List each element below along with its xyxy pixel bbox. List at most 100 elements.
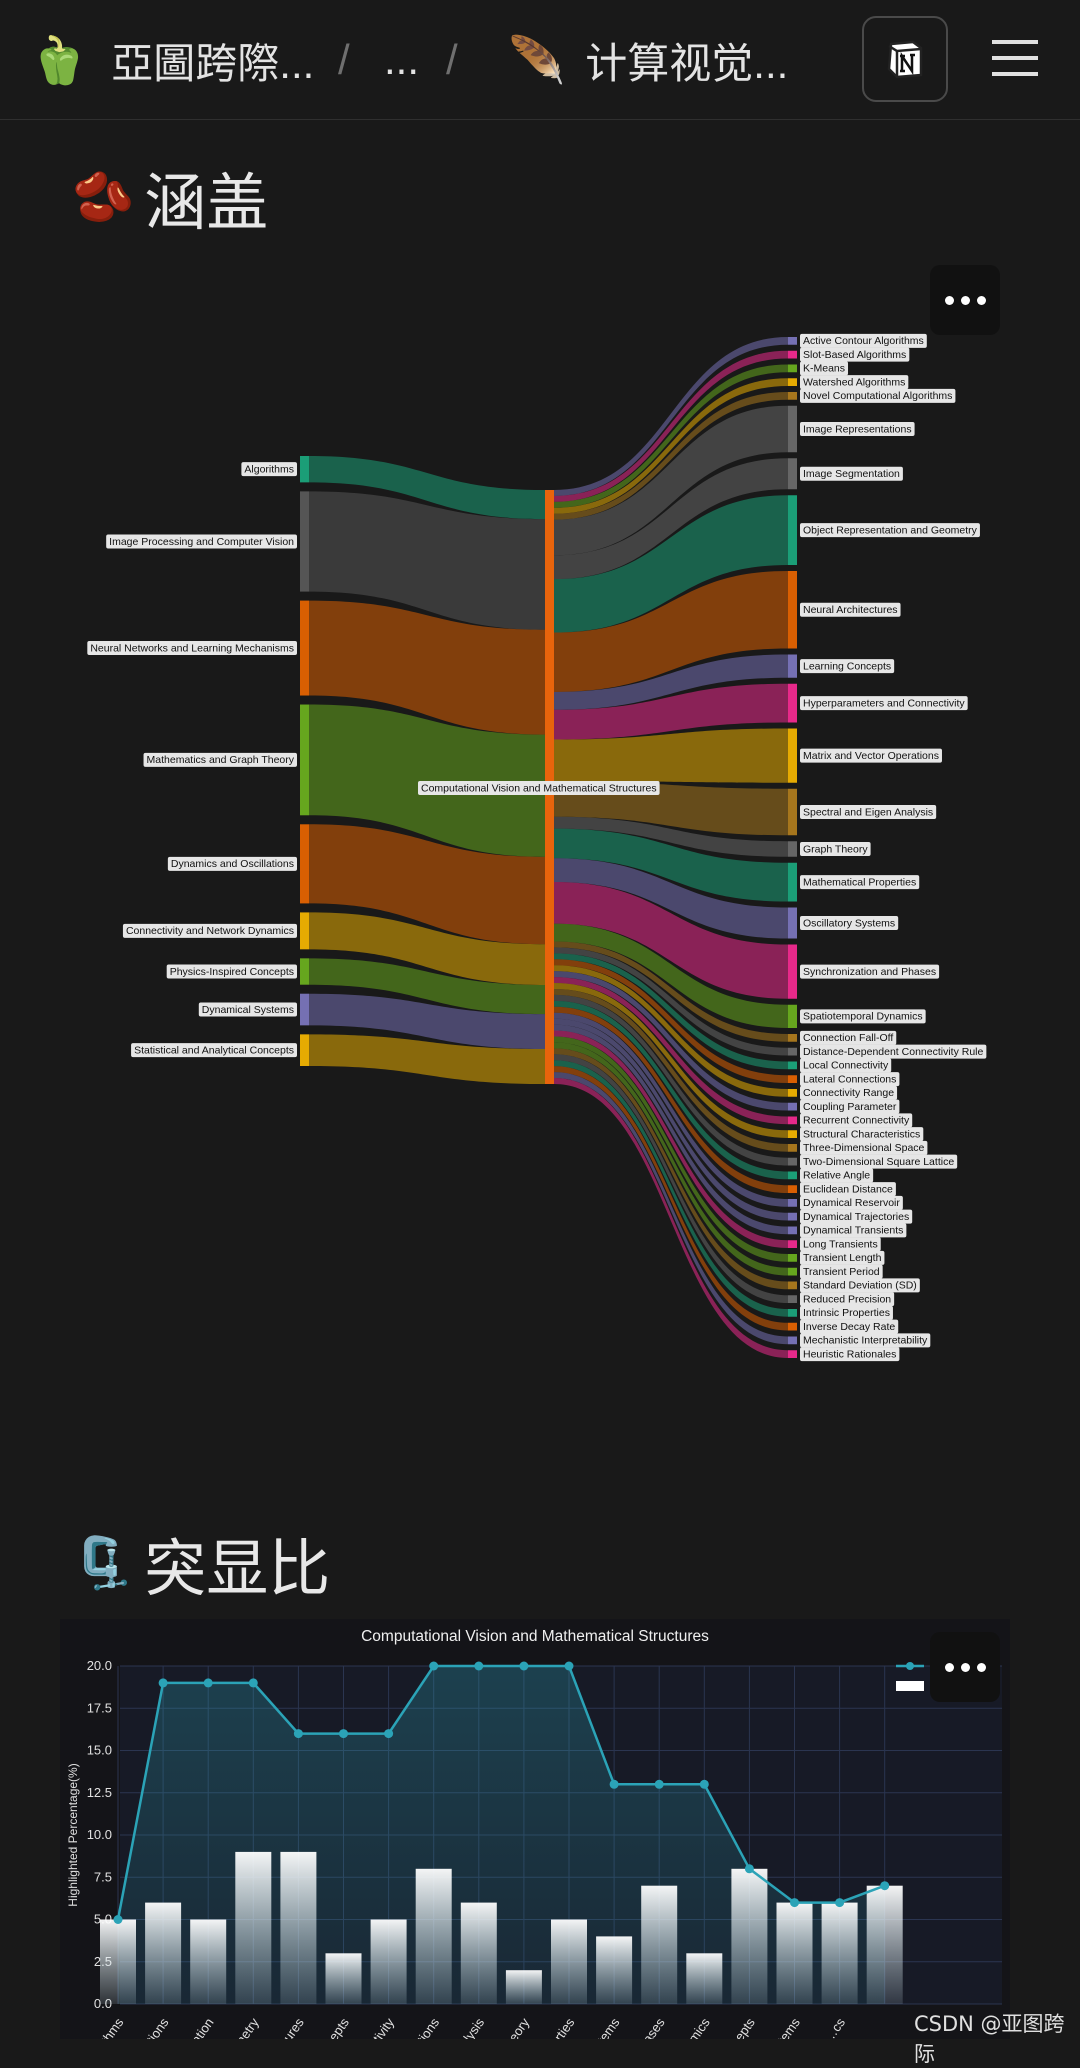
sankey-link [554,1006,788,1193]
sankey-target-label: Structural Characteristics [800,1127,924,1142]
sankey-link [309,1034,545,1084]
svg-text:Mathematics and Graph Theory: Mathematics and Graph Theory [147,754,295,766]
sankey-target-node [788,1295,797,1303]
sankey-target-node [788,1075,797,1083]
svg-text:Lateral Connections: Lateral Connections [803,1073,896,1085]
sankey-link [554,828,788,902]
sankey-target-label: Distance-Dependent Connectivity Rule [800,1044,987,1059]
svg-text:Mathematical Properties: Mathematical Properties [803,876,916,888]
section-title-coverage: 🫘 涵盖 [72,152,268,242]
sankey-link [554,858,788,939]
svg-text:Connectivity and Network Dynam: Connectivity and Network Dynamics [126,925,294,937]
sankey-target-label: Transient Period [800,1264,883,1279]
sankey-target-node [788,1185,797,1193]
dot-icon [944,1662,954,1672]
line-point [564,1661,574,1671]
sankey-link [309,456,545,520]
sankey-link [554,1054,788,1303]
bar [370,1919,407,2004]
watermark: CSDN @亚图跨际 [914,2012,1065,2066]
sankey-target-node [788,1199,797,1207]
sankey-target-label: Connection Fall-Off [800,1030,897,1045]
feather-icon: 🪶 [508,33,566,87]
sankey-target-node [788,683,797,723]
sankey-target-node [788,841,797,857]
sankey-link [554,571,788,692]
sankey-link [554,1048,788,1290]
sankey-link [554,1066,788,1331]
sankey-link [309,958,545,1015]
sankey-target-label: Graph Theory [800,842,871,856]
sankey-links [309,337,788,1358]
sankey-target-node [788,1350,797,1358]
sankey-target-label: Dynamical Trajectories [800,1209,913,1224]
sankey-target-node [788,571,797,649]
sankey-link [554,983,788,1138]
sankey-target-label: Watershed Algorithms [800,375,909,390]
sankey-link [554,350,788,502]
sankey-link [554,337,788,496]
svg-text:Novel Computational Algorithms: Novel Computational Algorithms [803,390,952,402]
svg-text:Physics-Inspired Concepts: Physics-Inspired Concepts [170,966,294,978]
line-point [474,1661,484,1671]
menu-button[interactable] [992,36,1038,80]
line-point [113,1915,123,1924]
bar [866,1885,903,2004]
sankey-link [554,1000,788,1180]
top-bar: 🫑 亞圖跨際... / ... / 🪶 计算视觉... [0,0,1080,120]
sankey-target-node [788,1212,797,1221]
sankey-target-label: Spatiotemporal Dynamics [800,1009,926,1024]
sankey-source-label: Neural Networks and Learning Mechanisms [87,641,297,656]
svg-text:Local Connectivity: Local Connectivity [803,1060,889,1072]
breadcrumb-item-collapsed[interactable]: ... [384,0,419,120]
notion-logo-icon [887,40,923,79]
svg-text:Statistical and Analytical Con: Statistical and Analytical Concepts [134,1044,294,1056]
sankey-target-label: Recurrent Connectivity [800,1113,913,1128]
sankey-source-label: Dynamics and Oscillations [167,856,297,871]
sankey-source-node [300,491,309,592]
bar [505,1970,542,2004]
svg-text:Image Processing and Computer: Image Processing and Computer Vision [109,536,294,548]
svg-text:Structural Characteristics: Structural Characteristics [803,1128,920,1140]
sankey-target-label: Euclidean Distance [800,1182,896,1197]
breadcrumb-item-page[interactable]: 🪶 计算视觉... [508,0,788,120]
sankey-target-node [788,1336,797,1345]
svg-text:Inverse Decay Rate: Inverse Decay Rate [803,1321,895,1333]
sankey-link [554,1036,788,1262]
bar [731,1868,768,2004]
section-heading: 涵盖 [144,169,269,238]
line-point [384,1729,394,1739]
sankey-source-label: Statistical and Analytical Concepts [131,1043,297,1058]
sankey-target-node [788,458,797,490]
sankey-target-node [788,862,797,902]
more-options-button[interactable] [930,1632,1000,1702]
sankey-target-node [788,405,797,453]
svg-text:Intrinsic Properties: Intrinsic Properties [803,1307,890,1319]
legend-bar-swatch [896,1681,924,1691]
bar [325,1953,362,2004]
sankey-target-label: Novel Computational Algorithms [800,388,956,403]
sankey-target-label: Coupling Parameter [800,1099,900,1114]
dot-icon [944,295,954,305]
sankey-source-node [300,1034,309,1066]
sankey-target-label: Standard Deviation (SD) [800,1278,920,1293]
legend-line-marker [906,1662,914,1670]
svg-text:Slot-Based Algorithms: Slot-Based Algorithms [803,349,906,361]
svg-text:Relative Angle: Relative Angle [803,1170,870,1182]
sankey-target-label: Local Connectivity [800,1058,892,1073]
svg-text:Neural Networks and Learning M: Neural Networks and Learning Mechanisms [90,642,294,654]
sankey-target-label: Dynamical Reservoir [800,1195,903,1210]
more-options-button[interactable] [930,265,1000,335]
sankey-labels: Algorithms Image Processing and Computer … [87,333,987,1362]
svg-text:Active Contour Algorithms: Active Contour Algorithms [803,335,924,347]
line-point [880,1881,890,1891]
sankey-link [554,1060,788,1317]
breadcrumb-separator: / [338,36,350,83]
svg-text:Connectivity Range: Connectivity Range [803,1087,894,1099]
y-tick-label: 15.0 [87,1743,112,1758]
sankey-source-node [300,824,309,904]
svg-text:Computational Vision and Mathe: Computational Vision and Mathematical St… [421,782,657,794]
notion-button[interactable] [862,16,948,102]
sankey-target-node [788,1089,797,1097]
breadcrumb-item-workspace[interactable]: 🫑 亞圖跨際... [30,0,314,120]
